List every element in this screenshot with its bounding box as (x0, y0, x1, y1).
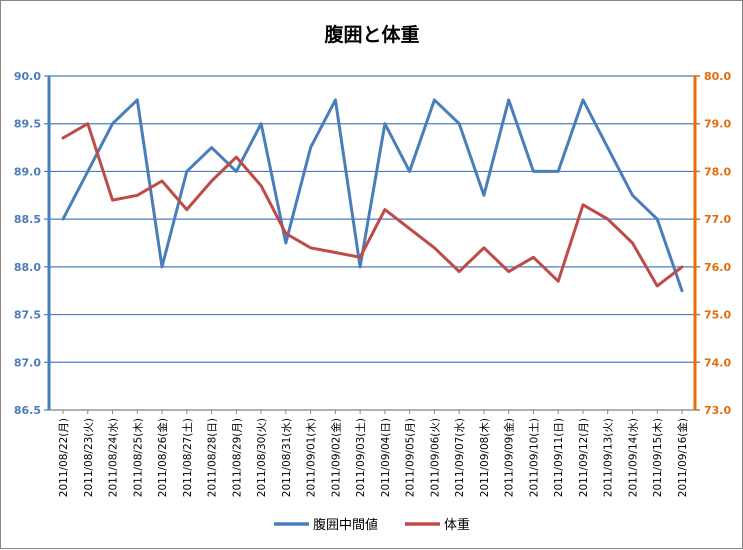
y-left-tick-label: 88.0 (14, 261, 41, 274)
y-axis-left-ticks: 86.5 87.0 87.5 88.0 88.5 89.0 89.5 90.0 (14, 70, 41, 417)
series-line-2 (61, 122, 684, 288)
legend-label-2: 体重 (444, 517, 470, 533)
x-tick-label: 2011/09/04(日) (380, 418, 392, 497)
x-axis-ticks: 2011/08/22(月) 2011/08/23(火) 2011/08/24(水) 2… (58, 418, 689, 497)
y-right-tick-label: 79.0 (704, 118, 731, 131)
y-left-tick-label: 87.5 (14, 309, 41, 322)
y-right-tick-label: 80.0 (704, 70, 731, 83)
x-tick-label: 2011/09/15(木) (652, 418, 664, 497)
legend-label-1: 腹囲中間値 (313, 517, 378, 533)
x-tick-label: 2011/09/03(土) (354, 418, 367, 497)
y-left-tick-label: 89.5 (14, 118, 41, 131)
x-tick-label: 2011/09/16(金) (676, 418, 689, 497)
x-tick-label: 2011/09/06(火) (429, 418, 441, 497)
x-tick-label: 2011/09/11(日) (553, 418, 565, 497)
x-tick-label: 2011/09/13(火) (603, 418, 615, 497)
x-tick-label: 2011/09/09(金) (503, 418, 516, 497)
x-tick-label: 2011/08/28(日) (207, 418, 219, 497)
legend: 腹囲中間値 体重 (274, 517, 470, 533)
series-line-1 (61, 98, 684, 293)
x-tick-label: 2011/09/08(木) (479, 418, 491, 497)
y-left-tick-label: 86.5 (14, 404, 41, 417)
y-axis-right-ticks: 73.0 74.0 75.0 76.0 77.0 78.0 79.0 80.0 (704, 70, 731, 417)
y-right-tick-label: 73.0 (704, 404, 731, 417)
y-left-tick-label: 89.0 (14, 165, 41, 178)
x-tick-label: 2011/09/14(水) (627, 418, 639, 497)
x-tick-label: 2011/09/05(月) (405, 418, 417, 497)
x-tick-label: 2011/08/22(月) (58, 418, 70, 497)
x-tick-label: 2011/09/01(木) (306, 418, 318, 497)
y-right-tick-label: 78.0 (704, 165, 731, 178)
y-right-tick-label: 75.0 (704, 309, 731, 322)
x-tick-label: 2011/09/10(土) (527, 418, 540, 497)
gridlines (49, 75, 695, 411)
y-right-tick-label: 74.0 (704, 356, 731, 369)
y-left-tick-label: 88.5 (14, 213, 41, 226)
chart-title: 腹囲と体重 (323, 23, 419, 46)
x-tick-label: 2011/08/25(木) (132, 418, 144, 497)
x-tick-label: 2011/08/24(水) (108, 418, 120, 497)
x-tick-label: 2011/08/26(金) (156, 418, 169, 497)
x-tick-label: 2011/08/30(火) (256, 418, 268, 497)
y-right-tick-label: 77.0 (704, 213, 731, 226)
x-tick-label: 2011/09/07(水) (454, 418, 466, 497)
x-tick-label: 2011/08/27(土) (181, 418, 194, 497)
x-tick-label: 2011/09/02(金) (329, 418, 342, 497)
y-right-tick-label: 76.0 (704, 261, 731, 274)
y-left-tick-label: 90.0 (14, 70, 41, 83)
x-tick-label: 2011/08/23(火) (83, 418, 95, 497)
x-tick-label: 2011/08/31(水) (281, 418, 293, 497)
axes (44, 75, 700, 414)
y-left-tick-label: 87.0 (14, 356, 41, 369)
x-tick-label: 2011/08/29(月) (231, 418, 243, 497)
series-lines (61, 98, 684, 293)
x-tick-label: 2011/09/12(月) (578, 418, 590, 497)
